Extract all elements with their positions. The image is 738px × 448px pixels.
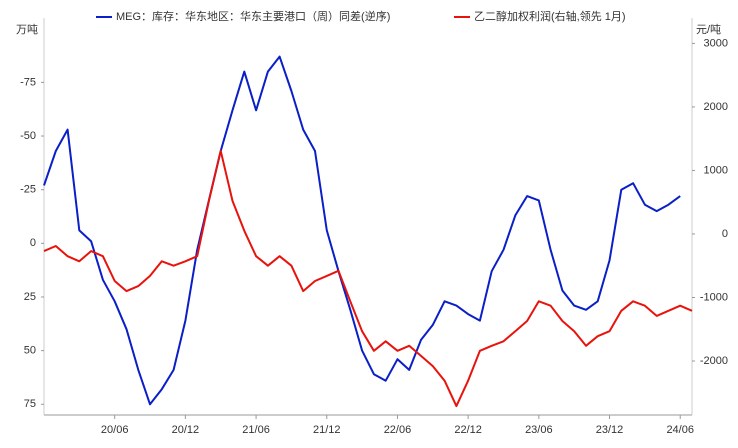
x-tick-label: 22/06: [384, 424, 412, 436]
y2-tick-label: 3000: [704, 37, 728, 49]
y-tick-label: -50: [20, 130, 36, 142]
y2-tick-label: 0: [722, 228, 728, 240]
y-tick-label: 75: [24, 398, 36, 410]
y2-tick-label: 1000: [704, 164, 728, 176]
x-tick-label: 23/06: [525, 424, 553, 436]
x-tick-label: 24/06: [666, 424, 694, 436]
y-tick-label: 50: [24, 345, 36, 357]
y2-tick-label: -1000: [700, 291, 728, 303]
y2-tick-label: 2000: [704, 101, 728, 113]
x-tick-label: 23/12: [596, 424, 624, 436]
x-tick-label: 20/12: [172, 424, 200, 436]
y-tick-label: 25: [24, 291, 36, 303]
series-line: [43, 149, 693, 408]
x-tick-label: 21/06: [242, 424, 270, 436]
legend-label: MEG：库存：华东地区：华东主要港口（周）同差(逆序): [116, 9, 390, 23]
y-tick-label: -25: [20, 184, 36, 196]
y-axis-unit: 万吨: [16, 23, 38, 36]
y2-axis-unit: 元/吨: [696, 23, 721, 36]
x-tick-label: 20/06: [101, 424, 129, 436]
legend-label: 乙二醇加权利润(右轴,领先 1月): [474, 9, 626, 23]
x-tick-label: 21/12: [313, 424, 341, 436]
y2-tick-label: -2000: [700, 355, 728, 367]
y-tick-label: -75: [20, 76, 36, 88]
series-line: [43, 55, 681, 406]
x-tick-label: 22/12: [454, 424, 482, 436]
y-tick-label: 0: [30, 237, 36, 249]
